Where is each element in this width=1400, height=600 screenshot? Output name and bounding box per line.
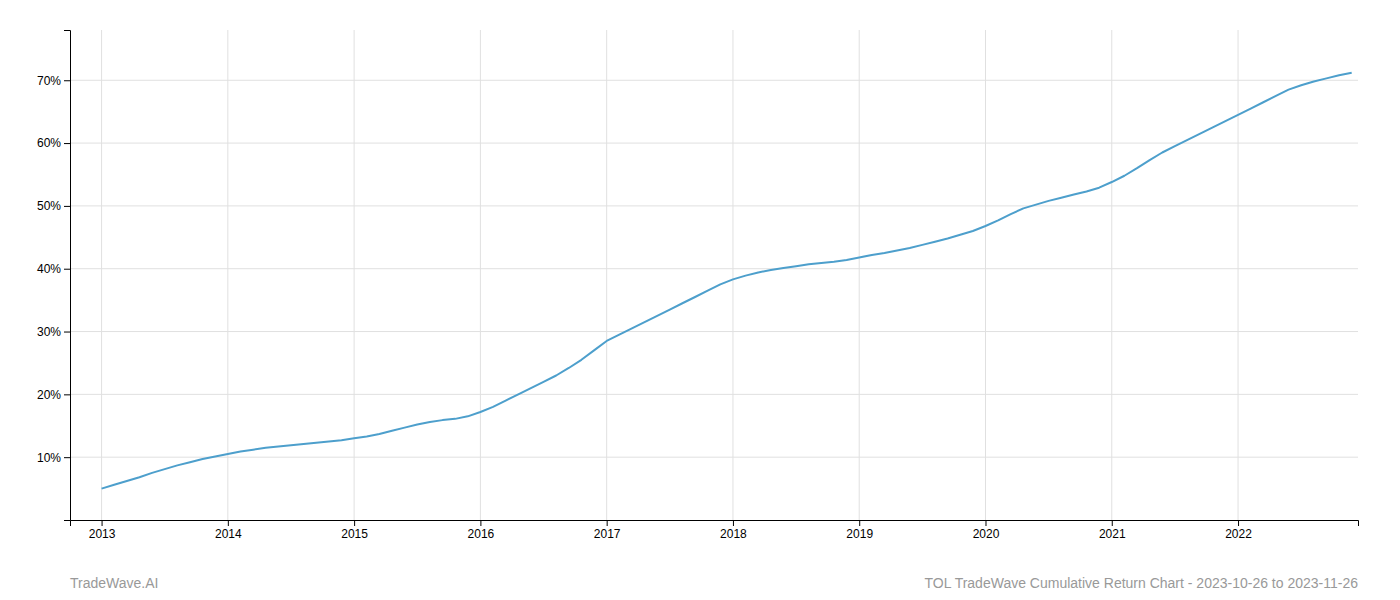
grid-line (1111, 30, 1112, 520)
x-tick-label: 2015 (341, 527, 368, 541)
y-tick-label: 40% (37, 262, 61, 276)
x-tick-label: 2016 (468, 527, 495, 541)
grid-line (70, 457, 1358, 458)
y-tick-mark (64, 206, 70, 207)
x-tick-mark (859, 520, 860, 526)
y-tick: 20% (37, 388, 70, 402)
y-tick-label: 70% (37, 74, 61, 88)
y-tick: 70% (37, 74, 70, 88)
x-tick: 2020 (973, 520, 1000, 541)
y-tick-label: 60% (37, 136, 61, 150)
grid-line (70, 80, 1358, 81)
y-axis: 10% 20% 30% 40% 50% 60% 70% (37, 31, 71, 521)
y-tick: 50% (37, 199, 70, 213)
x-tick-mark (228, 520, 229, 526)
grid-line (606, 30, 607, 520)
y-tick-label: 30% (37, 325, 61, 339)
grid-line (985, 30, 986, 520)
grid-line (1238, 30, 1239, 520)
grid-line (227, 30, 228, 520)
plot-area (102, 73, 1352, 489)
y-tick-mark (64, 457, 70, 458)
y-tick-mark (64, 332, 70, 333)
x-tick-mark (733, 520, 734, 526)
x-axis-line (71, 521, 1359, 527)
chart: 2013 2014 2015 2016 2017 2018 2019 2020 2021 2022… (0, 0, 1400, 600)
grid-line (859, 30, 860, 520)
grid-line (70, 205, 1358, 206)
grid-line (70, 143, 1358, 144)
y-tick: 30% (37, 325, 70, 339)
x-tick: 2021 (1099, 520, 1126, 541)
annotation: TradeWave.AI (70, 575, 158, 591)
y-tick: 60% (37, 136, 70, 150)
grid-line (70, 331, 1358, 332)
x-tick: 2018 (720, 520, 747, 541)
x-tick-label: 2021 (1099, 527, 1126, 541)
y-tick: 40% (37, 262, 70, 276)
y-tick-mark (64, 394, 70, 395)
x-tick-label: 2017 (594, 527, 621, 541)
x-tick-mark (1238, 520, 1239, 526)
x-tick: 2019 (846, 520, 873, 541)
x-tick-mark (480, 520, 481, 526)
x-tick-label: 2013 (89, 527, 116, 541)
grid (70, 30, 1358, 520)
grid-line (354, 30, 355, 520)
x-tick-label: 2019 (846, 527, 873, 541)
x-tick-label: 2018 (720, 527, 747, 541)
y-tick-mark (64, 80, 70, 81)
x-tick-label: 2022 (1225, 527, 1252, 541)
grid-line (70, 268, 1358, 269)
grid-line (732, 30, 733, 520)
y-tick-mark (64, 269, 70, 270)
x-tick-mark (102, 520, 103, 526)
x-tick-mark (354, 520, 355, 526)
x-tick: 2017 (594, 520, 621, 541)
x-axis: 2013 2014 2015 2016 2017 2018 2019 2020 2021 2022 (71, 520, 1359, 541)
y-tick-label: 50% (37, 199, 61, 213)
grid-line (480, 30, 481, 520)
x-tick: 2014 (215, 520, 242, 541)
x-tick-label: 2014 (215, 527, 242, 541)
x-tick-mark (985, 520, 986, 526)
grid-line (70, 394, 1358, 395)
x-tick-label: 2020 (973, 527, 1000, 541)
title: TOL TradeWave Cumulative Return Chart - … (925, 575, 1359, 591)
y-tick-label: 20% (37, 388, 61, 402)
y-tick: 10% (37, 451, 70, 465)
x-tick: 2015 (341, 520, 368, 541)
x-tick-mark (1112, 520, 1113, 526)
grid-line (101, 30, 102, 520)
y-tick-mark (64, 143, 70, 144)
x-tick: 2013 (89, 520, 116, 541)
x-tick-mark (607, 520, 608, 526)
line (102, 73, 1352, 489)
y-tick-label: 10% (37, 451, 61, 465)
y-axis-line (64, 31, 71, 521)
x-tick: 2016 (468, 520, 495, 541)
x-tick: 2022 (1225, 520, 1252, 541)
